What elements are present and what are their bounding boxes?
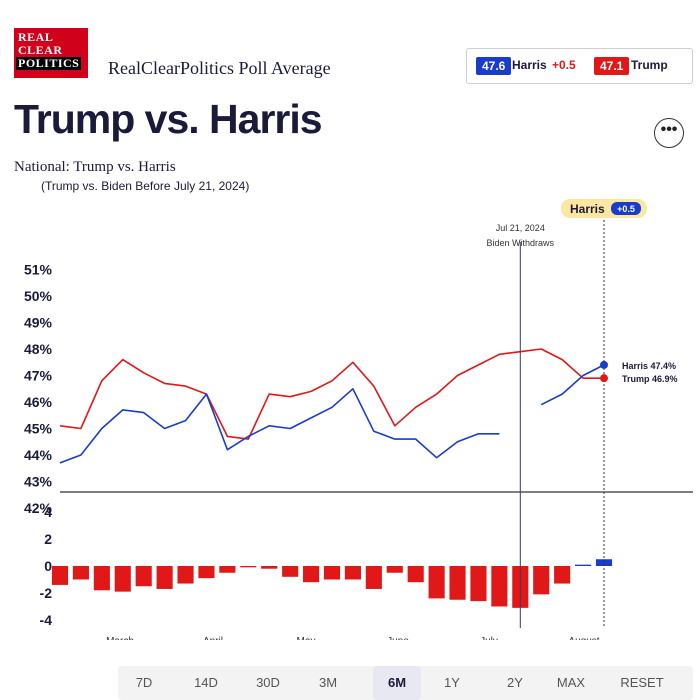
spread-bar (72, 566, 89, 580)
spread-bar (198, 566, 215, 579)
x-tick-label: June (387, 636, 409, 640)
x-tick-label: August (568, 636, 599, 640)
chart-subtitle: National: Trump vs. Harris (14, 159, 176, 175)
spread-bar (323, 566, 341, 580)
spread-bar (595, 559, 613, 566)
trump-legend-label: Trump (631, 58, 668, 72)
spread-badge-pill (611, 202, 641, 215)
y-tick-label: 44% (24, 447, 53, 463)
more-options-button[interactable]: ••• (654, 118, 684, 148)
range-button-3m[interactable]: 3M (318, 675, 338, 690)
spread-bar (449, 566, 466, 600)
spread-bar (135, 566, 152, 587)
annotation-text: Biden Withdraws (487, 238, 555, 248)
header-title: RealClearPolitics Poll Average (108, 58, 331, 78)
range-button-6m[interactable]: 6M (373, 666, 421, 700)
y-tick-label: 50% (24, 288, 53, 304)
y-tick-label: 45% (24, 421, 53, 437)
y-tick-label: 48% (24, 341, 53, 357)
spread-tick-label: -2 (40, 585, 53, 601)
spread-bar (491, 566, 508, 607)
spread-bar (240, 566, 257, 568)
spread-bar (93, 566, 110, 591)
spread-bar (177, 566, 194, 584)
harris-series-line (59, 364, 605, 464)
spread-bar (407, 566, 424, 583)
spread-bar (365, 566, 382, 589)
y-tick-label: 47% (24, 368, 53, 384)
harris-end-label: Harris 47.4% (622, 361, 676, 371)
logo-line-2: CLEAR (18, 43, 63, 57)
spread-bar (51, 566, 69, 585)
page-title: Trump vs. Harris (14, 96, 323, 142)
y-tick-label: 42% (24, 500, 53, 516)
logo-line-3: POLITICS (16, 56, 82, 70)
x-tick-label: May (297, 636, 316, 640)
trump-value-badge: 47.1 (594, 57, 630, 75)
spread-badge-label: Harris (570, 202, 605, 216)
rcp-logo[interactable]: REAL CLEAR POLITICS (14, 28, 88, 78)
range-selector: 7D 14D 30D 3M 6M 1Y 2Y MAX RESET (118, 666, 693, 700)
spread-tick-label: 0 (44, 558, 52, 574)
spread-bar (282, 566, 299, 577)
range-button-30d[interactable]: 30D (256, 675, 280, 690)
y-tick-label: 49% (24, 315, 53, 331)
range-button-2y[interactable]: 2Y (507, 675, 523, 690)
range-button-reset[interactable]: RESET (620, 675, 664, 690)
logo-line-1: REAL (18, 30, 54, 44)
legend-box: 47.6 Harris +0.5 47.1 Trump (466, 48, 693, 84)
spread-bar (428, 566, 445, 599)
spread-bar (575, 564, 592, 566)
spread-bar (470, 566, 487, 602)
chart-subnote: (Trump vs. Biden Before July 21, 2024) (41, 179, 250, 193)
harris-end-dot (600, 360, 608, 369)
range-button-14d[interactable]: 14D (194, 675, 218, 690)
spread-bar (261, 566, 278, 569)
x-tick-label: July (480, 636, 498, 640)
range-button-1y[interactable]: 1Y (444, 675, 460, 690)
spread-bar (156, 566, 173, 589)
harris-value-badge: 47.6 (476, 57, 512, 75)
annotation-date: Jul 21, 2024 (496, 223, 545, 233)
spread-bar (533, 566, 550, 595)
spread-bar (303, 566, 320, 583)
spread-tick-label: -4 (40, 612, 53, 628)
spread-tick-label: 2 (44, 531, 52, 547)
spread-bar (554, 566, 571, 584)
trump-series-line (59, 348, 604, 440)
y-tick-label: 46% (24, 394, 53, 410)
harris-spread: +0.5 (552, 58, 576, 72)
trump-end-dot (600, 374, 608, 383)
x-tick-label: April (203, 636, 223, 640)
y-tick-label: 43% (24, 474, 53, 490)
trump-end-label: Trump 46.9% (622, 374, 678, 384)
harris-legend-label: Harris (512, 58, 547, 72)
spread-bar (219, 566, 236, 573)
range-button-7d[interactable]: 7D (135, 675, 153, 690)
spread-tick-label: 4 (44, 504, 52, 520)
x-tick-label: March (106, 636, 134, 640)
spread-badge-value: +0.5 (617, 204, 635, 214)
spread-bar (386, 566, 403, 573)
y-tick-label: 51% (24, 262, 53, 278)
spread-bar (114, 566, 131, 592)
range-button-max[interactable]: MAX (556, 675, 586, 690)
spread-bar (344, 566, 361, 580)
poll-chart[interactable]: 42% 43% 44% 45% 46% 47% 48% 49% 50% 51% -4 -2 0 2 4 Mar… (0, 190, 700, 640)
